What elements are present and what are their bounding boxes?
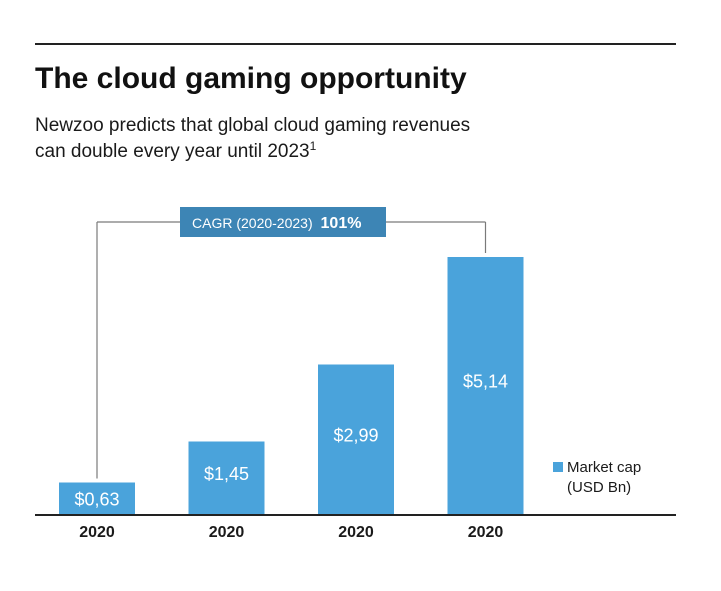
legend: Market cap (USD Bn) [553, 459, 641, 496]
bar-value-label-2: $1,45 [204, 464, 249, 484]
chart-title: The cloud gaming opportunity [35, 62, 467, 95]
bar-value-label-1: $0,63 [74, 489, 119, 509]
bar-1 [59, 482, 135, 514]
legend-swatch [553, 462, 563, 472]
subtitle-line-2: can double every year until 2023 [35, 141, 310, 162]
legend-label-line-1: Market cap [567, 459, 641, 476]
cagr-label: CAGR (2020-2023) [192, 215, 313, 231]
bar-2 [188, 441, 265, 514]
bars [59, 257, 524, 514]
x-tick-labels: 2020 2020 2020 2020 [79, 524, 503, 541]
x-tick-label-1: 2020 [79, 524, 115, 541]
bar-3 [318, 364, 394, 514]
cagr-connector [96, 221, 487, 479]
subtitle-footnote: 1 [310, 139, 317, 153]
cagr-box [180, 207, 386, 237]
x-tick-label-2: 2020 [209, 524, 245, 541]
bar-4 [447, 257, 524, 514]
x-tick-label-4: 2020 [468, 524, 504, 541]
cagr-value: 101% [321, 215, 362, 232]
bar-value-labels: $0,63 $1,45 $2,99 $5,14 [74, 372, 508, 510]
legend-label-line-2: (USD Bn) [567, 479, 631, 496]
chart-subtitle: Newzoo predicts that global cloud gaming… [35, 115, 475, 162]
x-tick-label-3: 2020 [338, 524, 374, 541]
subtitle-line-1: Newzoo predicts that global cloud gaming… [35, 115, 470, 136]
cagr-annotation: CAGR (2020-2023) 101% [192, 215, 361, 232]
bar-value-label-4: $5,14 [463, 372, 508, 392]
bar-value-label-3: $2,99 [333, 425, 378, 445]
